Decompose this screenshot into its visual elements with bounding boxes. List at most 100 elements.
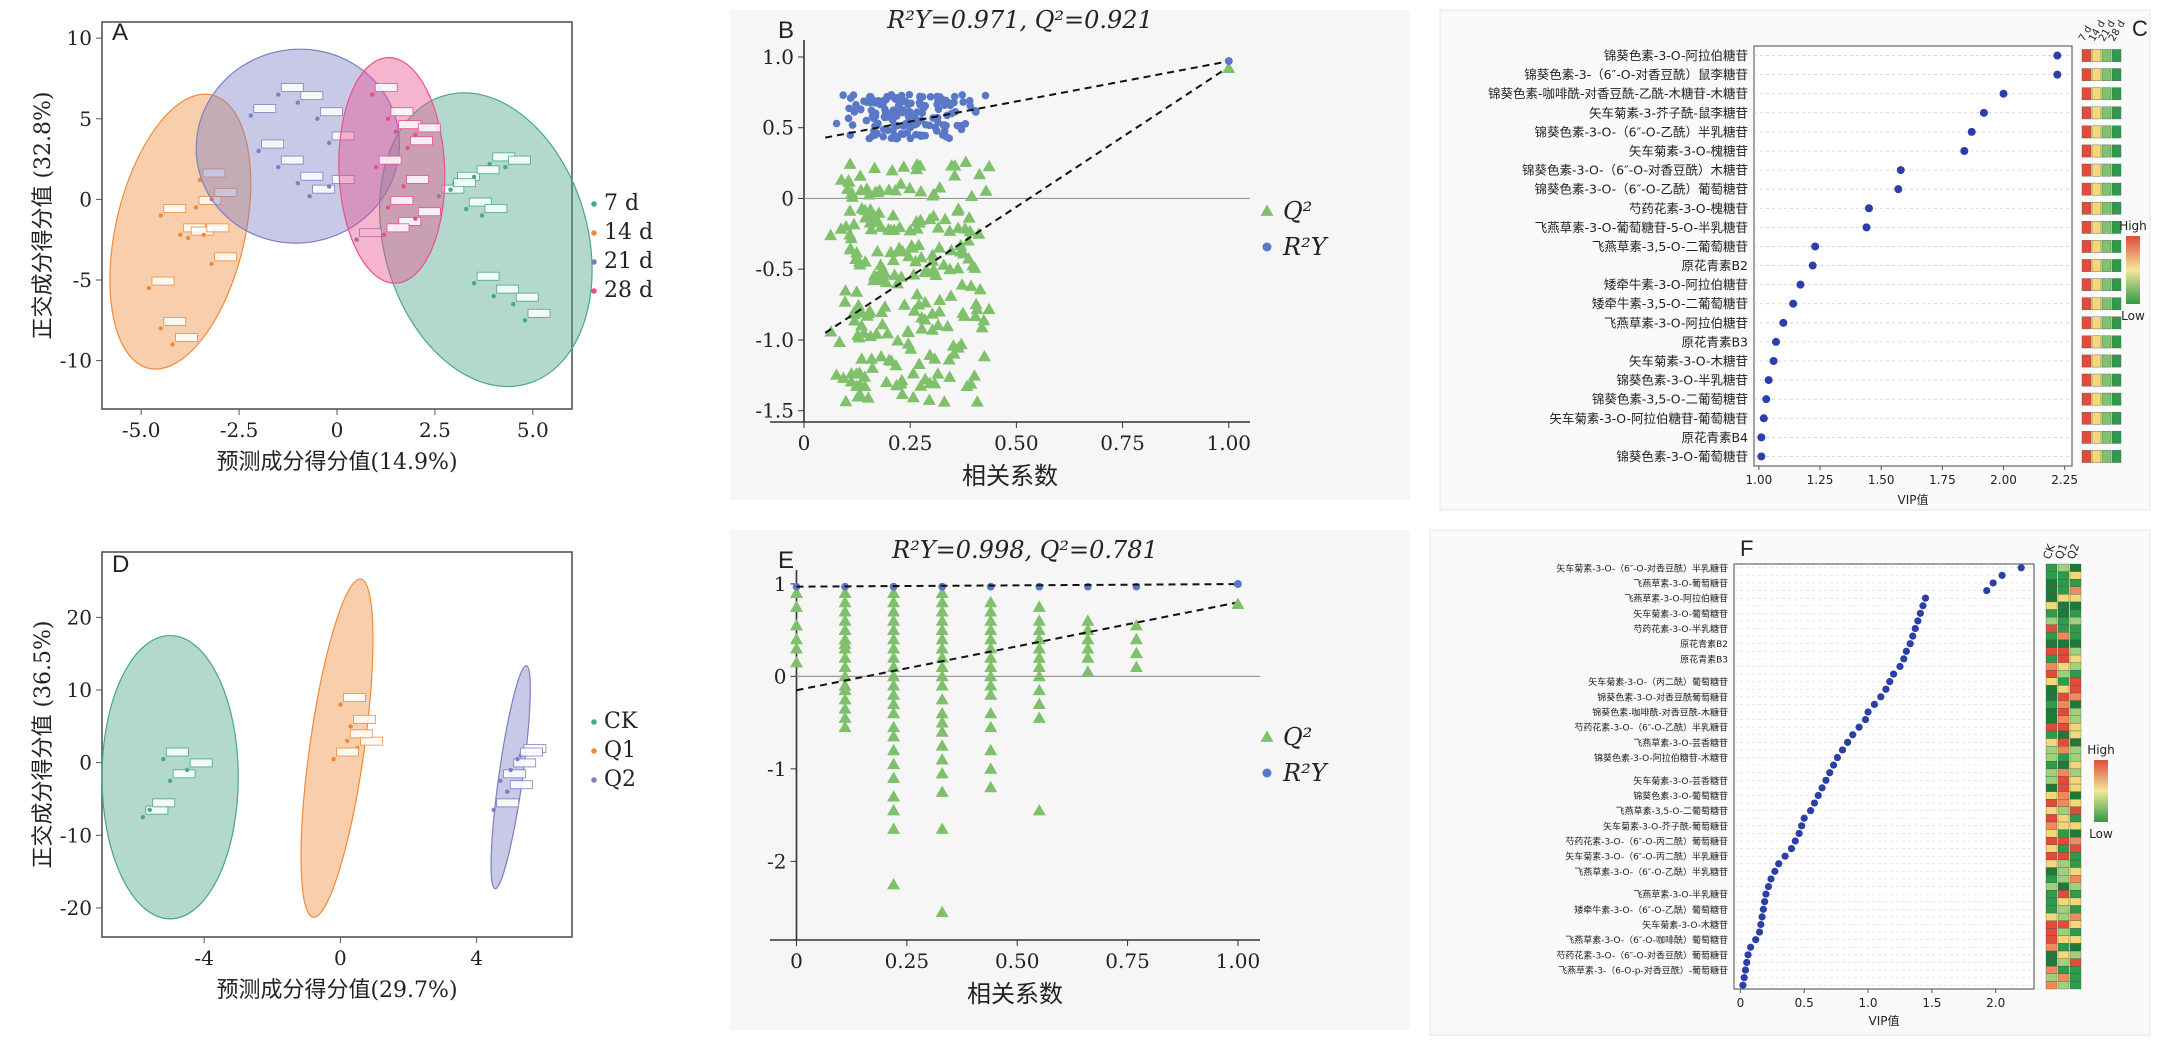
q2-marker xyxy=(935,822,949,834)
q2-marker xyxy=(1081,642,1095,654)
q2-marker xyxy=(951,261,965,274)
q2-marker xyxy=(897,298,911,310)
q2-marker xyxy=(960,379,974,391)
r2y-marker xyxy=(958,91,966,99)
vip-dot xyxy=(1767,875,1775,883)
y-tick-label: 1.0 xyxy=(762,45,794,69)
heat-cell xyxy=(2057,829,2070,838)
heat-cell xyxy=(2081,240,2092,253)
score-point xyxy=(193,205,199,210)
q2-marker xyxy=(870,270,884,282)
y-tick-label: -10 xyxy=(60,823,92,847)
heat-cell xyxy=(2069,905,2082,914)
legend-label: Q2 xyxy=(604,767,636,792)
vip-dot xyxy=(1864,204,1873,213)
y-axis-label: 正交成分得分值 (32.8%) xyxy=(31,91,56,339)
r2y-marker xyxy=(856,105,865,113)
heat-cell xyxy=(2069,943,2082,952)
sample-tag xyxy=(360,736,383,746)
sample-tag xyxy=(261,139,285,149)
q2-marker xyxy=(855,202,869,214)
heat-cell xyxy=(2111,431,2122,444)
heat-cell xyxy=(2069,715,2082,724)
q2-marker xyxy=(887,878,901,890)
legend-label: 14 d xyxy=(604,220,653,245)
colorbar-low-label: Low xyxy=(2089,827,2113,841)
heat-cell xyxy=(2057,647,2070,656)
q2-marker xyxy=(838,669,852,682)
q2-marker xyxy=(881,327,895,339)
q2-marker xyxy=(874,350,888,362)
heat-cell xyxy=(2091,182,2102,196)
heat-cell xyxy=(2081,106,2092,120)
r2y-marker xyxy=(957,125,966,134)
score-point xyxy=(331,756,336,762)
colorbar xyxy=(2094,760,2108,822)
heat-cell xyxy=(2045,943,2058,952)
q2-marker xyxy=(897,160,911,172)
score-point xyxy=(158,213,163,218)
heat-cell xyxy=(2045,692,2058,701)
sample-tag xyxy=(151,276,175,286)
heat-cell xyxy=(2069,783,2082,792)
score-point xyxy=(170,342,175,347)
x-tick-label: 1.25 xyxy=(1807,473,1834,487)
q2-marker xyxy=(931,367,945,379)
legend-marker xyxy=(591,201,597,207)
q2-marker xyxy=(880,375,894,387)
q2-marker xyxy=(888,268,902,280)
vip-dot xyxy=(1796,280,1805,289)
heat-cell xyxy=(2057,586,2070,595)
q2-marker xyxy=(935,605,949,617)
r2y-marker xyxy=(871,99,879,107)
r2y-marker xyxy=(882,96,890,104)
heat-cell xyxy=(2091,392,2102,406)
compound-label: 芍药花素-3-O-槐糖苷 xyxy=(1629,201,1748,216)
heat-cell xyxy=(2069,814,2082,823)
vip-dot xyxy=(1911,624,1919,633)
vip-dot xyxy=(2053,70,2062,79)
heat-cell xyxy=(2069,837,2082,845)
compound-label: 飞燕草素-3-O-（6″-O-咖啡酰）葡萄糖苷 xyxy=(1565,934,1728,946)
compound-label: 矢车菊素-3-O-木糖苷 xyxy=(1642,919,1728,931)
heat-cell xyxy=(2091,144,2102,158)
heat-cell xyxy=(2111,106,2122,120)
q2-marker xyxy=(879,275,893,288)
heat-cell xyxy=(2081,411,2092,425)
vip-dot xyxy=(1896,662,1904,671)
x-tick-label: 0.25 xyxy=(888,431,933,455)
heat-cell xyxy=(2081,221,2092,234)
compound-label: 锦葵色素-3-（6″-O-对香豆酰）鼠李糖苷 xyxy=(1524,67,1748,82)
legend-marker xyxy=(1260,730,1274,742)
q2-marker xyxy=(902,249,916,262)
heat-cell xyxy=(2111,411,2122,425)
heat-cell xyxy=(2069,753,2082,762)
heat-cell xyxy=(2069,745,2082,754)
q2-marker xyxy=(889,358,903,371)
heat-cell xyxy=(2057,753,2070,762)
heat-cell xyxy=(2101,392,2112,406)
sample-tag xyxy=(378,155,402,165)
heat-cell xyxy=(2057,738,2070,747)
q2-marker xyxy=(887,642,901,654)
sample-tag xyxy=(513,758,537,768)
heat-cell xyxy=(2069,616,2082,625)
sample-tag xyxy=(214,187,238,197)
heat-header: Q2 xyxy=(2065,542,2083,561)
q2-marker xyxy=(931,318,945,331)
q2-marker xyxy=(838,702,852,714)
q2-marker xyxy=(887,623,901,635)
score-point xyxy=(385,116,391,121)
heat-cell xyxy=(2069,950,2082,959)
heat-cell xyxy=(2045,571,2058,580)
q2-marker xyxy=(824,228,838,241)
heat-cell xyxy=(2069,571,2082,580)
q2-marker xyxy=(964,279,978,291)
heat-cell xyxy=(2057,912,2070,921)
vip-dot xyxy=(1826,769,1834,777)
heat-cell xyxy=(2111,297,2122,311)
compound-label: 原花青素B2 xyxy=(1681,258,1748,273)
r2y-marker xyxy=(933,92,941,101)
heat-cell xyxy=(2081,431,2092,444)
heat-cell xyxy=(2111,278,2122,291)
